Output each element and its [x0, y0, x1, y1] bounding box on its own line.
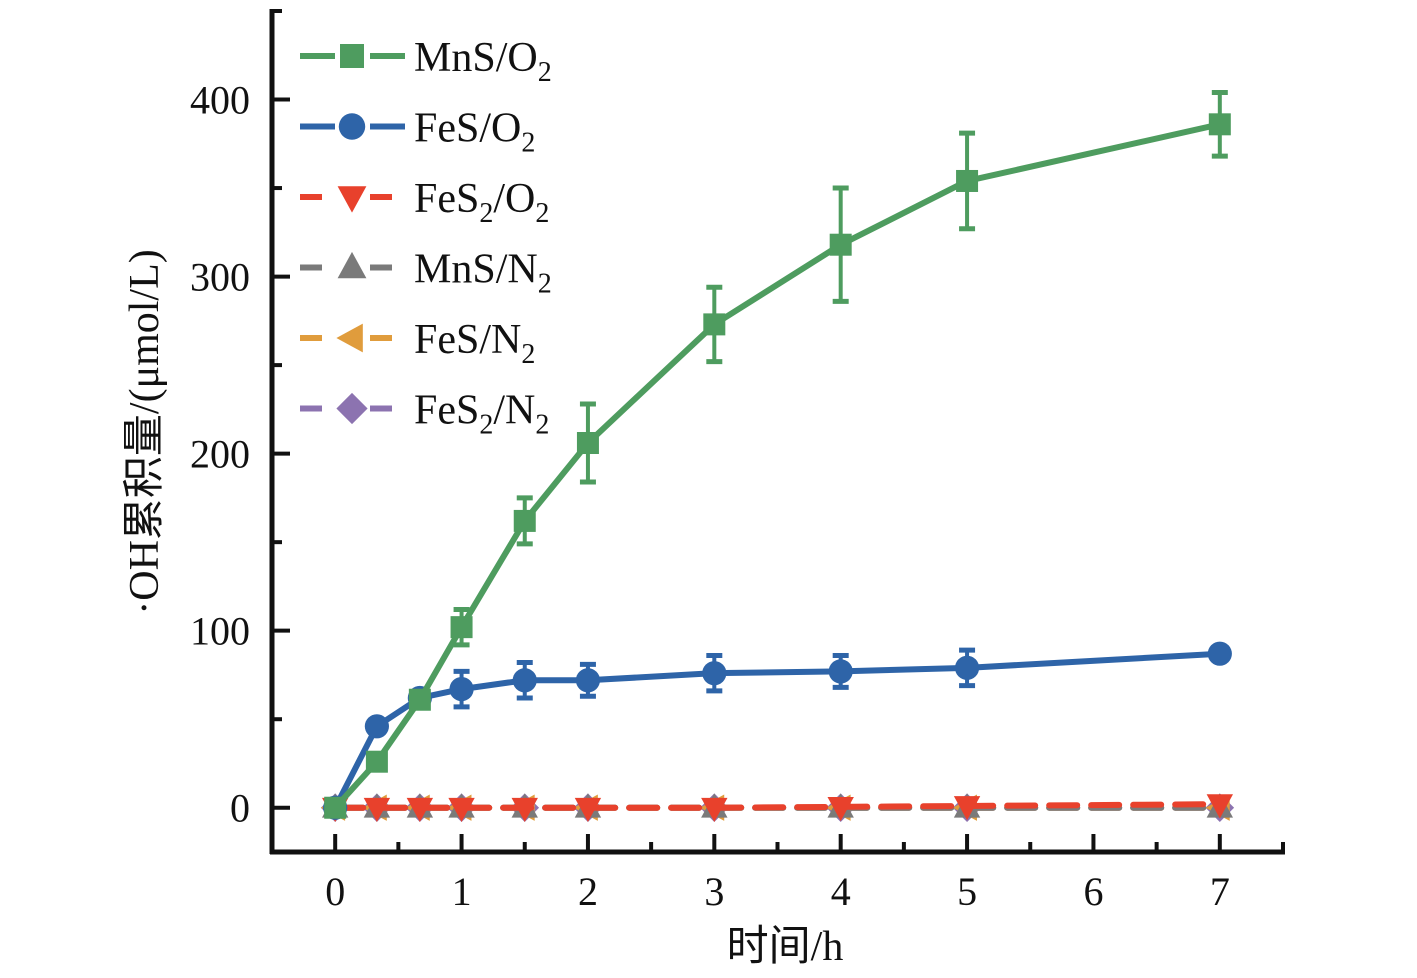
- x-tick-label: 4: [831, 869, 851, 914]
- legend-item: FeS/N2: [300, 317, 535, 370]
- legend-label-subscript: 2: [479, 198, 493, 229]
- legend-label-subscript: 2: [535, 410, 549, 441]
- legend-label-subscript: 2: [521, 339, 535, 370]
- y-axis-title: ·OH累积量/(μmol/L): [122, 249, 168, 614]
- legend-label-subscript: 2: [521, 128, 535, 159]
- y-tick-label: 400: [190, 78, 250, 123]
- y-tick-label: 300: [190, 255, 250, 300]
- data-point: [511, 797, 538, 823]
- legend-label-part: /N: [493, 388, 535, 434]
- data-point: [954, 655, 980, 680]
- legend-item: FeS/O2: [300, 106, 535, 159]
- y-tick-label: 0: [230, 786, 250, 831]
- data-point: [406, 797, 434, 823]
- data-point: [703, 313, 726, 336]
- legend-label: FeS2/N2: [414, 388, 549, 441]
- y-tick-label: 100: [190, 609, 250, 654]
- legend-item: MnS/O2: [300, 35, 552, 88]
- x-axis-title: 时间/h: [727, 924, 844, 970]
- legend-marker: [340, 44, 364, 68]
- x-tick-label: 2: [578, 869, 598, 914]
- x-tick-label: 0: [325, 869, 345, 914]
- series-mns-o2: [324, 89, 1231, 819]
- data-point: [953, 796, 981, 821]
- data-point: [449, 677, 474, 702]
- data-point: [408, 688, 431, 711]
- data-point: [450, 616, 473, 639]
- legend-label: MnS/N2: [414, 247, 552, 300]
- series-line: [332, 801, 1223, 811]
- data-point: [363, 797, 391, 823]
- legend-label: FeS/O2: [414, 106, 535, 159]
- data-point: [956, 169, 979, 192]
- x-tick-label: 1: [452, 869, 472, 914]
- legend-item: FeS2/N2: [300, 388, 549, 441]
- data-point: [324, 796, 347, 819]
- legend-label: MnS/O2: [414, 35, 552, 88]
- legend-label-subscript: 2: [538, 269, 552, 300]
- data-point: [1206, 794, 1234, 819]
- data-point: [701, 797, 728, 823]
- legend-label-part: FeS: [414, 176, 479, 222]
- legend-marker: [336, 323, 363, 353]
- data-point: [576, 432, 599, 455]
- axes: 0 1 2 3 4 5 6 7 0 100 200 300 400: [190, 9, 1285, 914]
- legend-marker: [336, 392, 368, 425]
- data-point: [513, 509, 536, 532]
- series-line: [332, 650, 1223, 811]
- x-tick-label: 5: [957, 869, 977, 914]
- legend-marker: [337, 251, 367, 279]
- x-tick-label: 7: [1210, 869, 1230, 914]
- legend-label-subscript: 2: [538, 57, 552, 88]
- data-point: [1207, 641, 1232, 666]
- legend-label-part: FeS/N: [414, 317, 521, 363]
- legend-item: MnS/N2: [300, 247, 552, 300]
- legend-label-part: FeS: [414, 388, 479, 434]
- data-point: [364, 714, 389, 739]
- data-point: [575, 668, 601, 693]
- legend-label-part: MnS/O: [414, 35, 538, 81]
- x-tick-label: 6: [1083, 869, 1103, 914]
- series-fes-o2: [323, 641, 1232, 820]
- legend-label-subscript: 2: [479, 410, 493, 441]
- data-point: [702, 661, 727, 686]
- legend-item: FeS2/O2: [300, 176, 549, 229]
- data-point: [512, 668, 537, 693]
- legend-marker: [337, 186, 367, 213]
- data-point: [1208, 113, 1231, 136]
- series-fes2-o2: [321, 794, 1234, 823]
- x-tick-label: 3: [704, 869, 724, 914]
- data-point: [827, 796, 854, 822]
- legend-marker: [338, 113, 366, 140]
- legend-label-part: FeS/O: [414, 106, 521, 152]
- series-line: [332, 121, 1223, 811]
- y-tick-label: 200: [190, 432, 250, 477]
- legend-label-part: /O: [493, 176, 535, 222]
- data-point: [365, 750, 388, 773]
- legend-label: FeS/N2: [414, 317, 535, 370]
- data-point: [448, 797, 475, 823]
- data-point: [574, 797, 602, 823]
- plot-series: [320, 89, 1235, 823]
- data-point: [828, 659, 853, 684]
- legend-label-subscript: 2: [535, 198, 549, 229]
- legend-label-part: MnS/N: [414, 247, 538, 293]
- data-point: [829, 233, 852, 256]
- legend-label: FeS2/O2: [414, 176, 549, 229]
